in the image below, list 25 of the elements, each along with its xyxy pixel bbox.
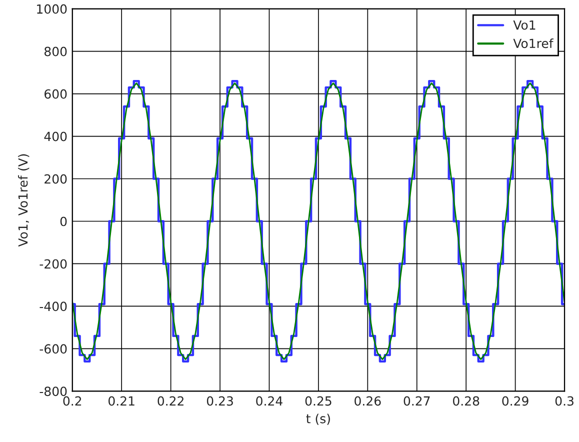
x-tick-label: 0.24	[256, 396, 282, 406]
x-tick-label: 0.3	[555, 396, 574, 406]
y-axis-title: Vo1, Vo1ref (V)	[18, 154, 30, 247]
x-tick-label: 0.26	[354, 396, 381, 406]
x-tick-label: 0.29	[502, 396, 528, 406]
legend-label: Vo1	[513, 20, 536, 30]
legend-label: Vo1ref	[513, 38, 554, 48]
x-tick-label: 0.25	[305, 396, 332, 406]
y-tick-label: 600	[44, 89, 67, 99]
x-axis-title: t (s)	[306, 414, 330, 425]
y-tick-label: -800	[40, 386, 67, 396]
x-tick-label: 0.23	[206, 396, 233, 406]
y-tick-label: -200	[40, 259, 67, 269]
x-tick-label: 0.2	[63, 396, 82, 406]
y-tick-label: 400	[44, 132, 67, 142]
y-tick-label: -600	[40, 344, 67, 354]
x-tick-label: 0.28	[453, 396, 480, 406]
y-tick-label: 800	[44, 46, 67, 56]
y-tick-label: 1000	[37, 4, 67, 14]
x-tick-label: 0.27	[404, 396, 430, 406]
x-tick-label: 0.22	[158, 396, 184, 406]
x-tick-label: 0.21	[108, 396, 134, 406]
y-tick-label: 0	[60, 216, 67, 226]
y-tick-label: 200	[44, 174, 67, 184]
y-tick-label: -400	[40, 302, 67, 312]
